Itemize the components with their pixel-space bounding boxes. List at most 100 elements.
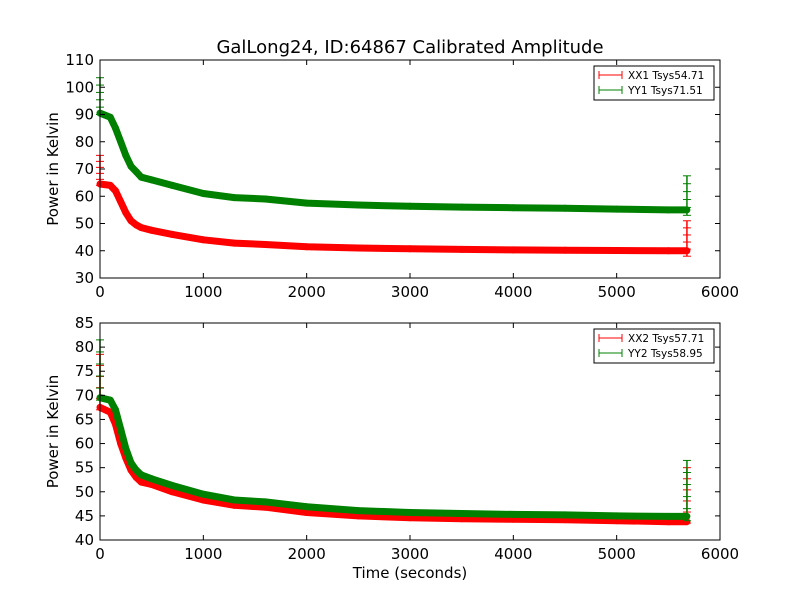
x-tick-label: 3000: [391, 283, 429, 301]
y-tick-label: 45: [75, 507, 94, 525]
data-point: [137, 173, 145, 181]
x-tick-label: 2000: [288, 283, 326, 301]
data-point: [406, 514, 414, 522]
data-point: [458, 245, 466, 253]
legend: XX2 Tsys57.71 YY2 Tsys58.95: [593, 328, 715, 364]
y-tick-label: 100: [65, 78, 94, 96]
data-point: [168, 488, 176, 496]
data-point: [664, 206, 672, 214]
legend-entry: YY1 Tsys71.51: [598, 85, 703, 97]
x-tick-label: 1000: [184, 283, 222, 301]
data-point: [117, 425, 125, 433]
data-point: [230, 496, 238, 504]
legend-entry: XX2 Tsys57.71: [598, 333, 704, 345]
data-point: [354, 507, 362, 515]
y-tick-label: 55: [75, 459, 94, 477]
data-point: [199, 490, 207, 498]
x-tick-label: 6000: [701, 545, 739, 563]
data-point: [199, 190, 207, 197]
data-point: [117, 198, 125, 206]
data-point: [199, 496, 207, 504]
legend-box: [593, 65, 715, 101]
data-point: [458, 510, 466, 517]
y-tick-label: 80: [75, 133, 94, 151]
data-point: [168, 230, 176, 238]
data-point: [303, 199, 311, 207]
data-point: [168, 181, 176, 189]
top-plot: 0 1000 2000 3000 4000 5000 6000 30 40 50 60 70 80 90 1…: [44, 51, 739, 301]
legend-label: XX2 Tsys57.71: [628, 333, 704, 345]
legend-entry: XX1 Tsys54.71: [598, 70, 704, 82]
y-tick-label: 40: [75, 531, 94, 549]
data-point: [509, 246, 517, 254]
x-tick-label: 3000: [391, 545, 429, 563]
data-point: [106, 113, 114, 121]
data-point: [127, 217, 135, 225]
data-point: [303, 503, 311, 511]
x-tick-label: 0: [95, 283, 105, 301]
legend-box: [593, 328, 715, 364]
y-tick-label: 60: [75, 435, 94, 453]
data-point: [137, 471, 145, 479]
x-tick-label: 4000: [494, 545, 532, 563]
data-point: [168, 482, 176, 489]
x-tick-label: 1000: [184, 545, 222, 563]
data-point: [122, 209, 130, 217]
data-point: [261, 241, 269, 248]
data-point: [127, 162, 135, 170]
data-point: [137, 478, 145, 486]
data-point: [303, 243, 311, 251]
data-point: [230, 239, 238, 247]
data-point: [561, 511, 569, 519]
data-point: [613, 247, 621, 254]
x-tick-label: 0: [95, 545, 105, 563]
data-point: [137, 224, 145, 232]
x-axis-label: Time (seconds): [352, 564, 468, 582]
series-1-2: [96, 77, 691, 216]
legend-entry: YY2 Tsys58.95: [598, 348, 703, 360]
x-tick-label: 5000: [598, 283, 636, 301]
data-point: [303, 509, 311, 516]
y-tick-label: 70: [75, 160, 94, 178]
data-point: [106, 181, 114, 189]
legend: XX1 Tsys54.71 YY1 Tsys71.51: [593, 65, 715, 101]
data-point: [458, 203, 466, 211]
x-tick-label: 4000: [494, 283, 532, 301]
data-point: [354, 201, 362, 209]
y-tick-label: 60: [75, 187, 94, 205]
data-point: [561, 246, 569, 254]
legend-label: YY1 Tsys71.51: [627, 85, 703, 97]
data-point: [458, 515, 466, 523]
data-point: [117, 138, 125, 146]
data-point: [132, 466, 140, 474]
data-point: [148, 176, 156, 184]
data-point: [132, 168, 140, 176]
y-tick-label: 85: [75, 314, 94, 332]
y-tick-label: 50: [75, 215, 94, 233]
series-1-1: [96, 154, 691, 257]
chart-title: GalLong24, ID:64867 Calibrated Amplitude: [216, 37, 603, 58]
legend-label: XX1 Tsys54.71: [628, 70, 704, 82]
x-tick-label: 5000: [598, 545, 636, 563]
legend-label: YY2 Tsys58.95: [627, 348, 703, 360]
data-point: [664, 247, 672, 255]
bottom-plot: 0 1000 2000 3000 4000 5000 6000 40 45 50 55 60 65 70 7…: [44, 314, 739, 582]
data-point: [230, 194, 238, 202]
data-point: [561, 204, 569, 212]
data-point: [664, 512, 672, 520]
data-point: [112, 124, 119, 132]
data-point: [148, 226, 156, 234]
data-point: [406, 509, 414, 516]
y-tick-label: 90: [75, 106, 94, 124]
data-point: [261, 498, 269, 506]
y-tick-label: 30: [75, 269, 94, 287]
data-point: [112, 187, 119, 195]
data-point: [406, 202, 414, 210]
data-point: [406, 245, 414, 253]
y-tick-label: 65: [75, 410, 94, 428]
y-tick-label: 80: [75, 338, 94, 356]
data-point: [199, 236, 207, 244]
data-point: [664, 518, 672, 526]
x-tick-label: 2000: [288, 545, 326, 563]
